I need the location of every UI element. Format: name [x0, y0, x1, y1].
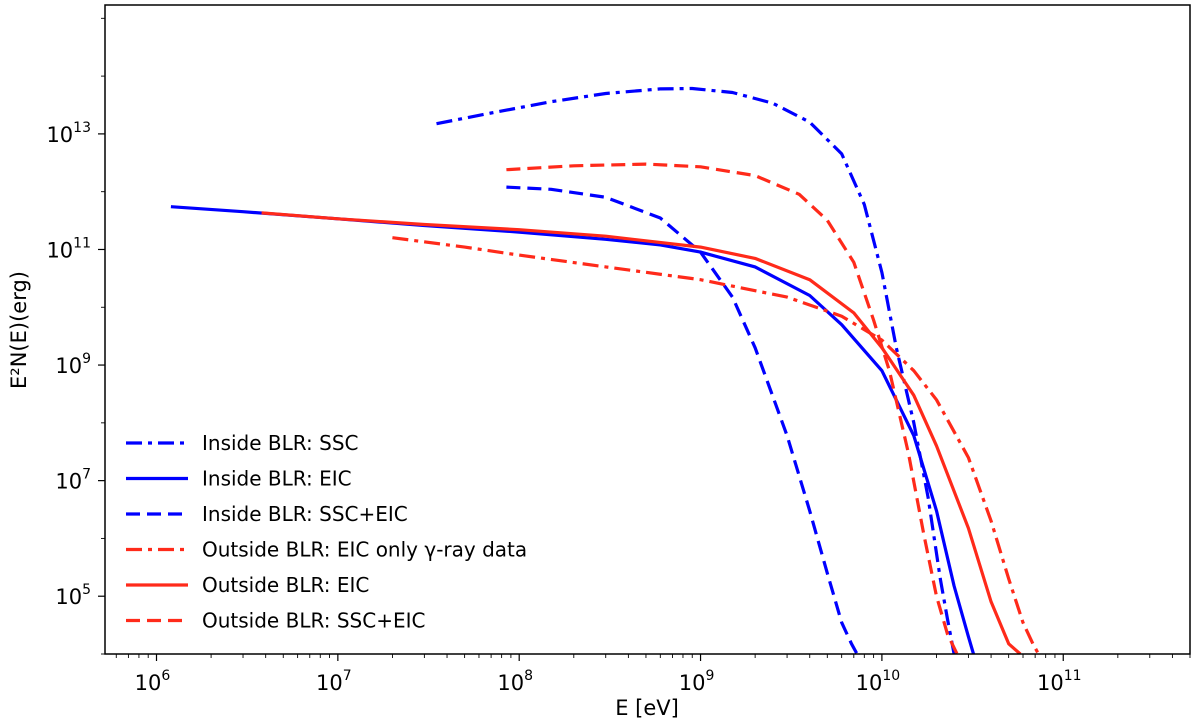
y-axis-label: E²N(E)(erg)	[7, 271, 31, 389]
x-axis-label: E [eV]	[615, 696, 679, 720]
legend-label-inside-blr-ssc-eic: Inside BLR: SSC+EIC	[202, 502, 408, 526]
x-tick-label: 106	[135, 668, 171, 695]
x-tick-label: 107	[316, 668, 352, 695]
series-line-outside-blr-ssc-eic	[506, 162, 959, 654]
series-line-outside-blr-eic-only-ray-data	[392, 236, 1040, 654]
y-tick-label: 109	[55, 351, 91, 378]
x-tick-label: 1010	[856, 668, 901, 695]
legend-label-outside-blr-eic: Outside BLR: EIC	[202, 573, 369, 597]
x-tick-label: 1011	[1037, 668, 1082, 695]
legend-label-inside-blr-eic: Inside BLR: EIC	[202, 467, 352, 491]
x-tick-label: 108	[497, 668, 533, 695]
x-tick-label: 109	[679, 668, 715, 695]
legend-label-inside-blr-ssc: Inside BLR: SSC	[202, 431, 359, 455]
legend: Inside BLR: SSC Inside BLR: EIC Inside BLR…	[126, 431, 527, 633]
y-tick-label: 107	[55, 467, 91, 494]
plot-frame	[104, 4, 1191, 655]
legend-label-outside-blr-ssc-eic: Outside BLR: SSC+EIC	[202, 609, 425, 633]
y-axis-ticks: 105 107 109 1011 1013	[46, 17, 105, 655]
series-line-inside-blr-ssc-eic	[506, 185, 859, 654]
series-line-outside-blr-eic	[261, 211, 1022, 654]
legend-label-outside-blr-eic-only-ray-data: Outside BLR: EIC only γ-ray data	[202, 538, 527, 562]
y-tick-label: 1011	[46, 235, 91, 262]
y-tick-label: 1013	[46, 120, 91, 147]
series-layer	[170, 86, 1040, 654]
y-tick-label: 105	[55, 582, 91, 609]
series-line-inside-blr-ssc	[436, 86, 956, 654]
x-axis-ticks: 106 107 108 109 1010 1011	[115, 654, 1191, 695]
